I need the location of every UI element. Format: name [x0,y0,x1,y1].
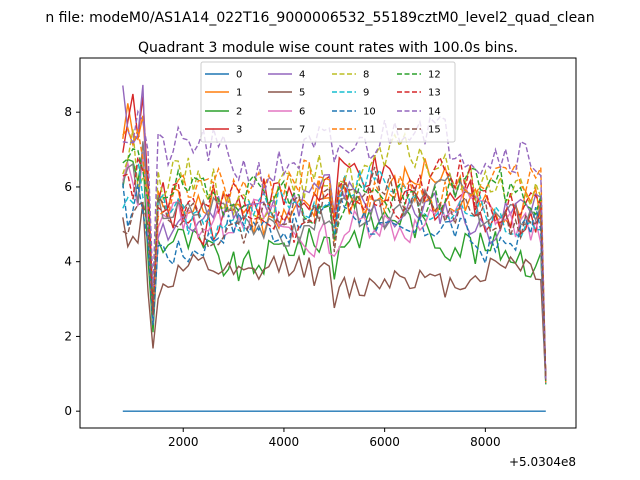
plot-frame [79,57,577,429]
legend-label-3: 3 [236,125,242,136]
legend-label-0: 0 [236,70,242,81]
plot-lines [122,84,547,412]
legend-label-15: 15 [428,125,441,136]
chart-suptitle: n file: modeM0/AS1A14_022T16_9000006532_… [45,10,594,26]
legend-label-13: 13 [428,88,441,99]
x-offset-label: +5.0304e8 [509,455,576,469]
legend-label-8: 8 [363,70,369,81]
legend-label-9: 9 [363,88,369,99]
legend-label-1: 1 [236,88,242,99]
series-line-13 [122,155,547,380]
y-axis-ticks: 0 2 4 6 8 [64,105,80,418]
series-line-9 [122,159,547,384]
x-tick-label: 2000 [168,435,199,449]
x-tick-label: 6000 [369,435,400,449]
series-line-7 [122,141,547,384]
series-line-6 [122,152,547,381]
y-tick-label: 0 [64,404,72,418]
series-line-2 [122,152,547,385]
legend-label-7: 7 [299,125,305,136]
legend-label-12: 12 [428,70,441,81]
series-line-1 [122,103,547,382]
legend-label-5: 5 [299,88,305,99]
legend-frame [200,61,456,143]
x-tick-label: 8000 [470,435,501,449]
series-line-5 [122,202,547,383]
chart-title: Quadrant 3 module wise count rates with … [138,40,518,56]
legend-label-4: 4 [299,70,305,81]
y-tick-label: 6 [64,180,72,194]
y-tick-label: 2 [64,329,72,343]
y-tick-label: 4 [64,255,72,269]
legend-label-11: 11 [363,125,376,136]
legend-label-2: 2 [236,107,242,118]
legend-label-14: 14 [428,107,441,118]
series-line-8 [122,129,547,381]
legend-label-6: 6 [299,107,305,118]
y-tick-label: 8 [64,105,72,119]
series-line-12 [122,148,547,383]
x-tick-label: 4000 [269,435,300,449]
series-line-15 [122,166,547,381]
series-line-14 [122,109,547,383]
legend-label-10: 10 [363,107,376,118]
x-axis-ticks: 2000 4000 6000 8000 [168,428,501,449]
